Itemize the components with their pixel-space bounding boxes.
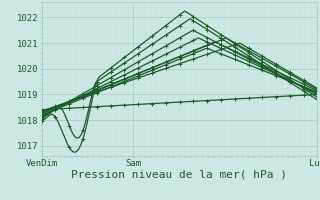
X-axis label: Pression niveau de la mer( hPa ): Pression niveau de la mer( hPa ) bbox=[71, 170, 287, 180]
